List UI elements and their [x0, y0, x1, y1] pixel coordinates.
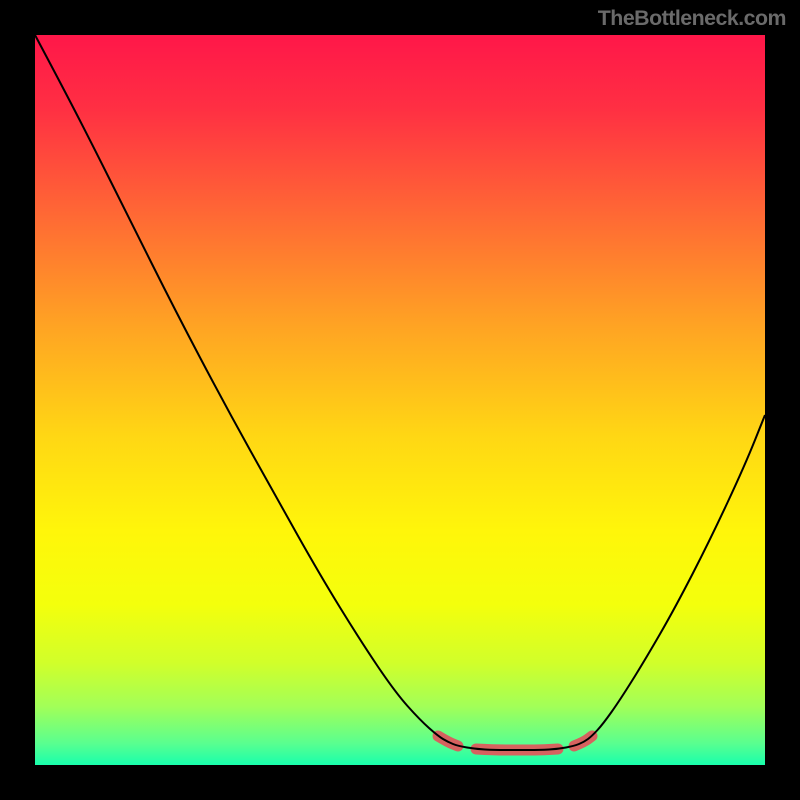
watermark-text: TheBottleneck.com [598, 6, 786, 31]
bottleneck-curve [35, 35, 765, 765]
chart-plot-area [35, 35, 765, 765]
